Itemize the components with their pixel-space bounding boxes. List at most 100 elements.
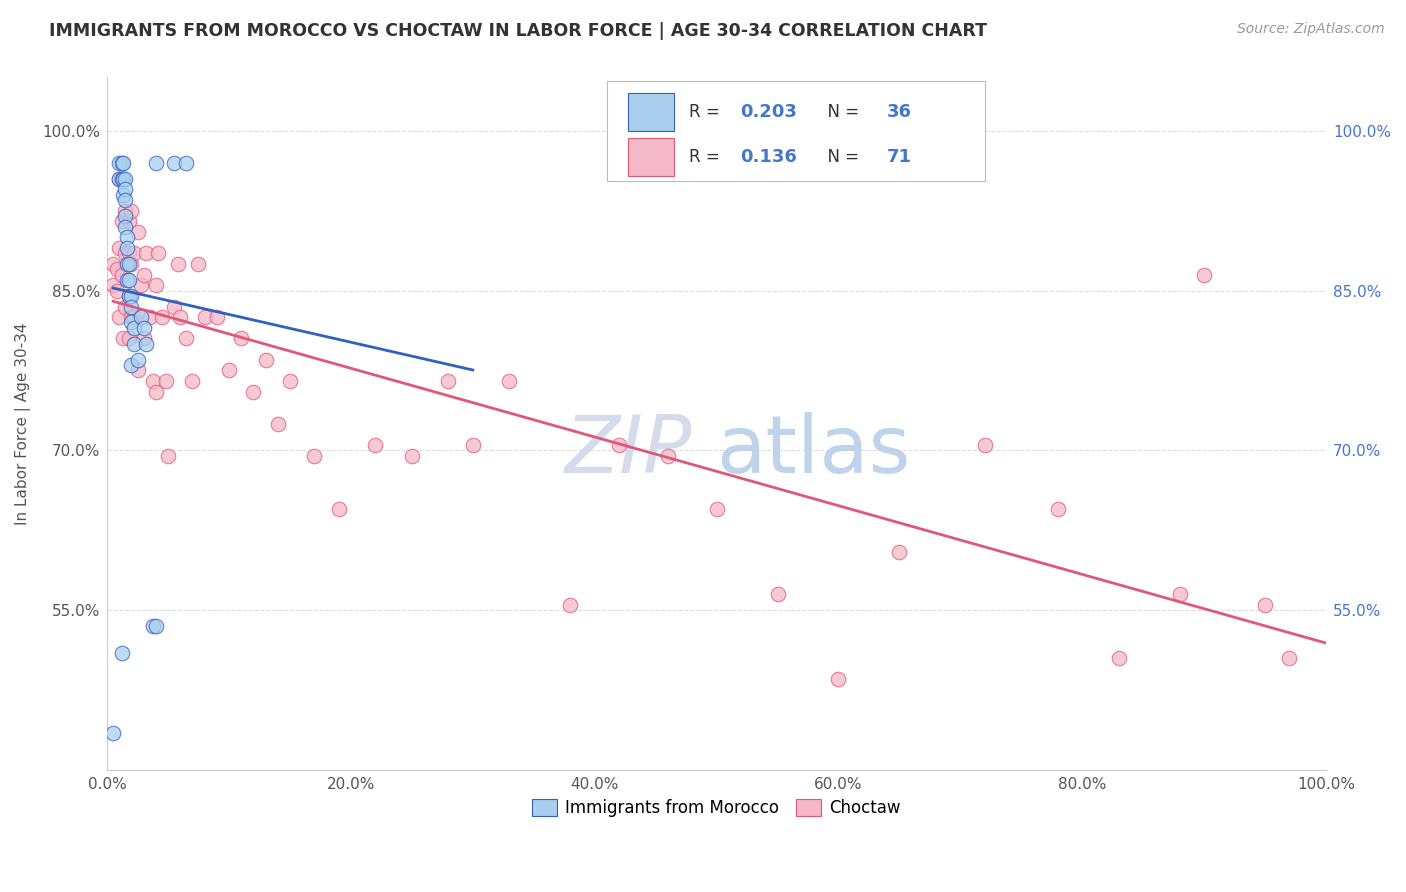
Point	[218, 363, 240, 377]
Point	[827, 673, 849, 687]
Point	[118, 246, 141, 260]
Point	[132, 331, 155, 345]
Point	[118, 289, 141, 303]
Text: 36: 36	[887, 103, 912, 121]
Point	[145, 619, 167, 633]
Point	[108, 171, 131, 186]
Point	[145, 278, 167, 293]
Point	[127, 352, 149, 367]
Point	[498, 374, 520, 388]
Point	[364, 438, 387, 452]
Text: 0.136: 0.136	[740, 148, 797, 166]
Point	[437, 374, 460, 388]
Point	[155, 374, 177, 388]
Point	[118, 214, 141, 228]
Point	[242, 384, 264, 399]
Text: R =: R =	[689, 148, 724, 166]
Point	[889, 544, 911, 558]
Text: ZIP: ZIP	[565, 412, 692, 491]
Point	[101, 725, 124, 739]
Text: N =: N =	[817, 103, 863, 121]
Point	[1192, 268, 1215, 282]
Point	[127, 225, 149, 239]
Point	[114, 300, 136, 314]
Point	[194, 310, 217, 325]
Point	[111, 268, 134, 282]
Point	[267, 417, 290, 431]
Point	[278, 374, 301, 388]
Point	[120, 257, 142, 271]
Point	[142, 619, 165, 633]
Point	[254, 352, 277, 367]
Point	[166, 257, 188, 271]
Point	[111, 331, 134, 345]
Point	[304, 449, 326, 463]
Text: 71: 71	[887, 148, 912, 166]
Point	[129, 278, 152, 293]
Point	[120, 316, 142, 330]
Point	[115, 273, 138, 287]
Point	[1254, 598, 1277, 612]
Point	[120, 203, 142, 218]
Point	[231, 331, 253, 345]
Point	[766, 587, 789, 601]
Point	[105, 284, 128, 298]
Point	[114, 182, 136, 196]
Point	[132, 321, 155, 335]
Point	[118, 257, 141, 271]
Point	[150, 310, 173, 325]
Point	[1046, 502, 1069, 516]
Point	[122, 336, 145, 351]
Text: N =: N =	[817, 148, 863, 166]
Y-axis label: In Labor Force | Age 30-34: In Labor Force | Age 30-34	[15, 323, 31, 525]
Point	[115, 230, 138, 244]
Point	[111, 646, 134, 660]
Point	[973, 438, 995, 452]
Point	[118, 331, 141, 345]
Point	[156, 449, 179, 463]
Point	[105, 262, 128, 277]
Point	[205, 310, 228, 325]
Point	[145, 155, 167, 169]
Point	[120, 300, 142, 314]
FancyBboxPatch shape	[627, 138, 673, 177]
Point	[111, 187, 134, 202]
Text: R =: R =	[689, 103, 724, 121]
Point	[120, 358, 142, 372]
Point	[607, 438, 630, 452]
Text: Source: ZipAtlas.com: Source: ZipAtlas.com	[1237, 22, 1385, 37]
Point	[122, 246, 145, 260]
Point	[122, 321, 145, 335]
Point	[114, 193, 136, 207]
Point	[1168, 587, 1191, 601]
Point	[163, 155, 186, 169]
Point	[108, 171, 131, 186]
Point	[1278, 651, 1301, 665]
Point	[187, 257, 209, 271]
Point	[118, 273, 141, 287]
Point	[120, 310, 142, 325]
Point	[114, 209, 136, 223]
Point	[114, 219, 136, 234]
Point	[129, 310, 152, 325]
Point	[461, 438, 484, 452]
Point	[101, 278, 124, 293]
Point	[163, 300, 186, 314]
Point	[114, 171, 136, 186]
Point	[111, 214, 134, 228]
Point	[122, 310, 145, 325]
Point	[114, 246, 136, 260]
Point	[108, 241, 131, 255]
Point	[114, 203, 136, 218]
Point	[145, 384, 167, 399]
Point	[174, 155, 197, 169]
Point	[127, 363, 149, 377]
Legend: Immigrants from Morocco, Choctaw: Immigrants from Morocco, Choctaw	[526, 792, 908, 824]
FancyBboxPatch shape	[607, 81, 984, 181]
Point	[142, 374, 165, 388]
Text: atlas: atlas	[717, 412, 911, 491]
Point	[108, 155, 131, 169]
Point	[135, 336, 157, 351]
Point	[111, 155, 134, 169]
Point	[118, 289, 141, 303]
